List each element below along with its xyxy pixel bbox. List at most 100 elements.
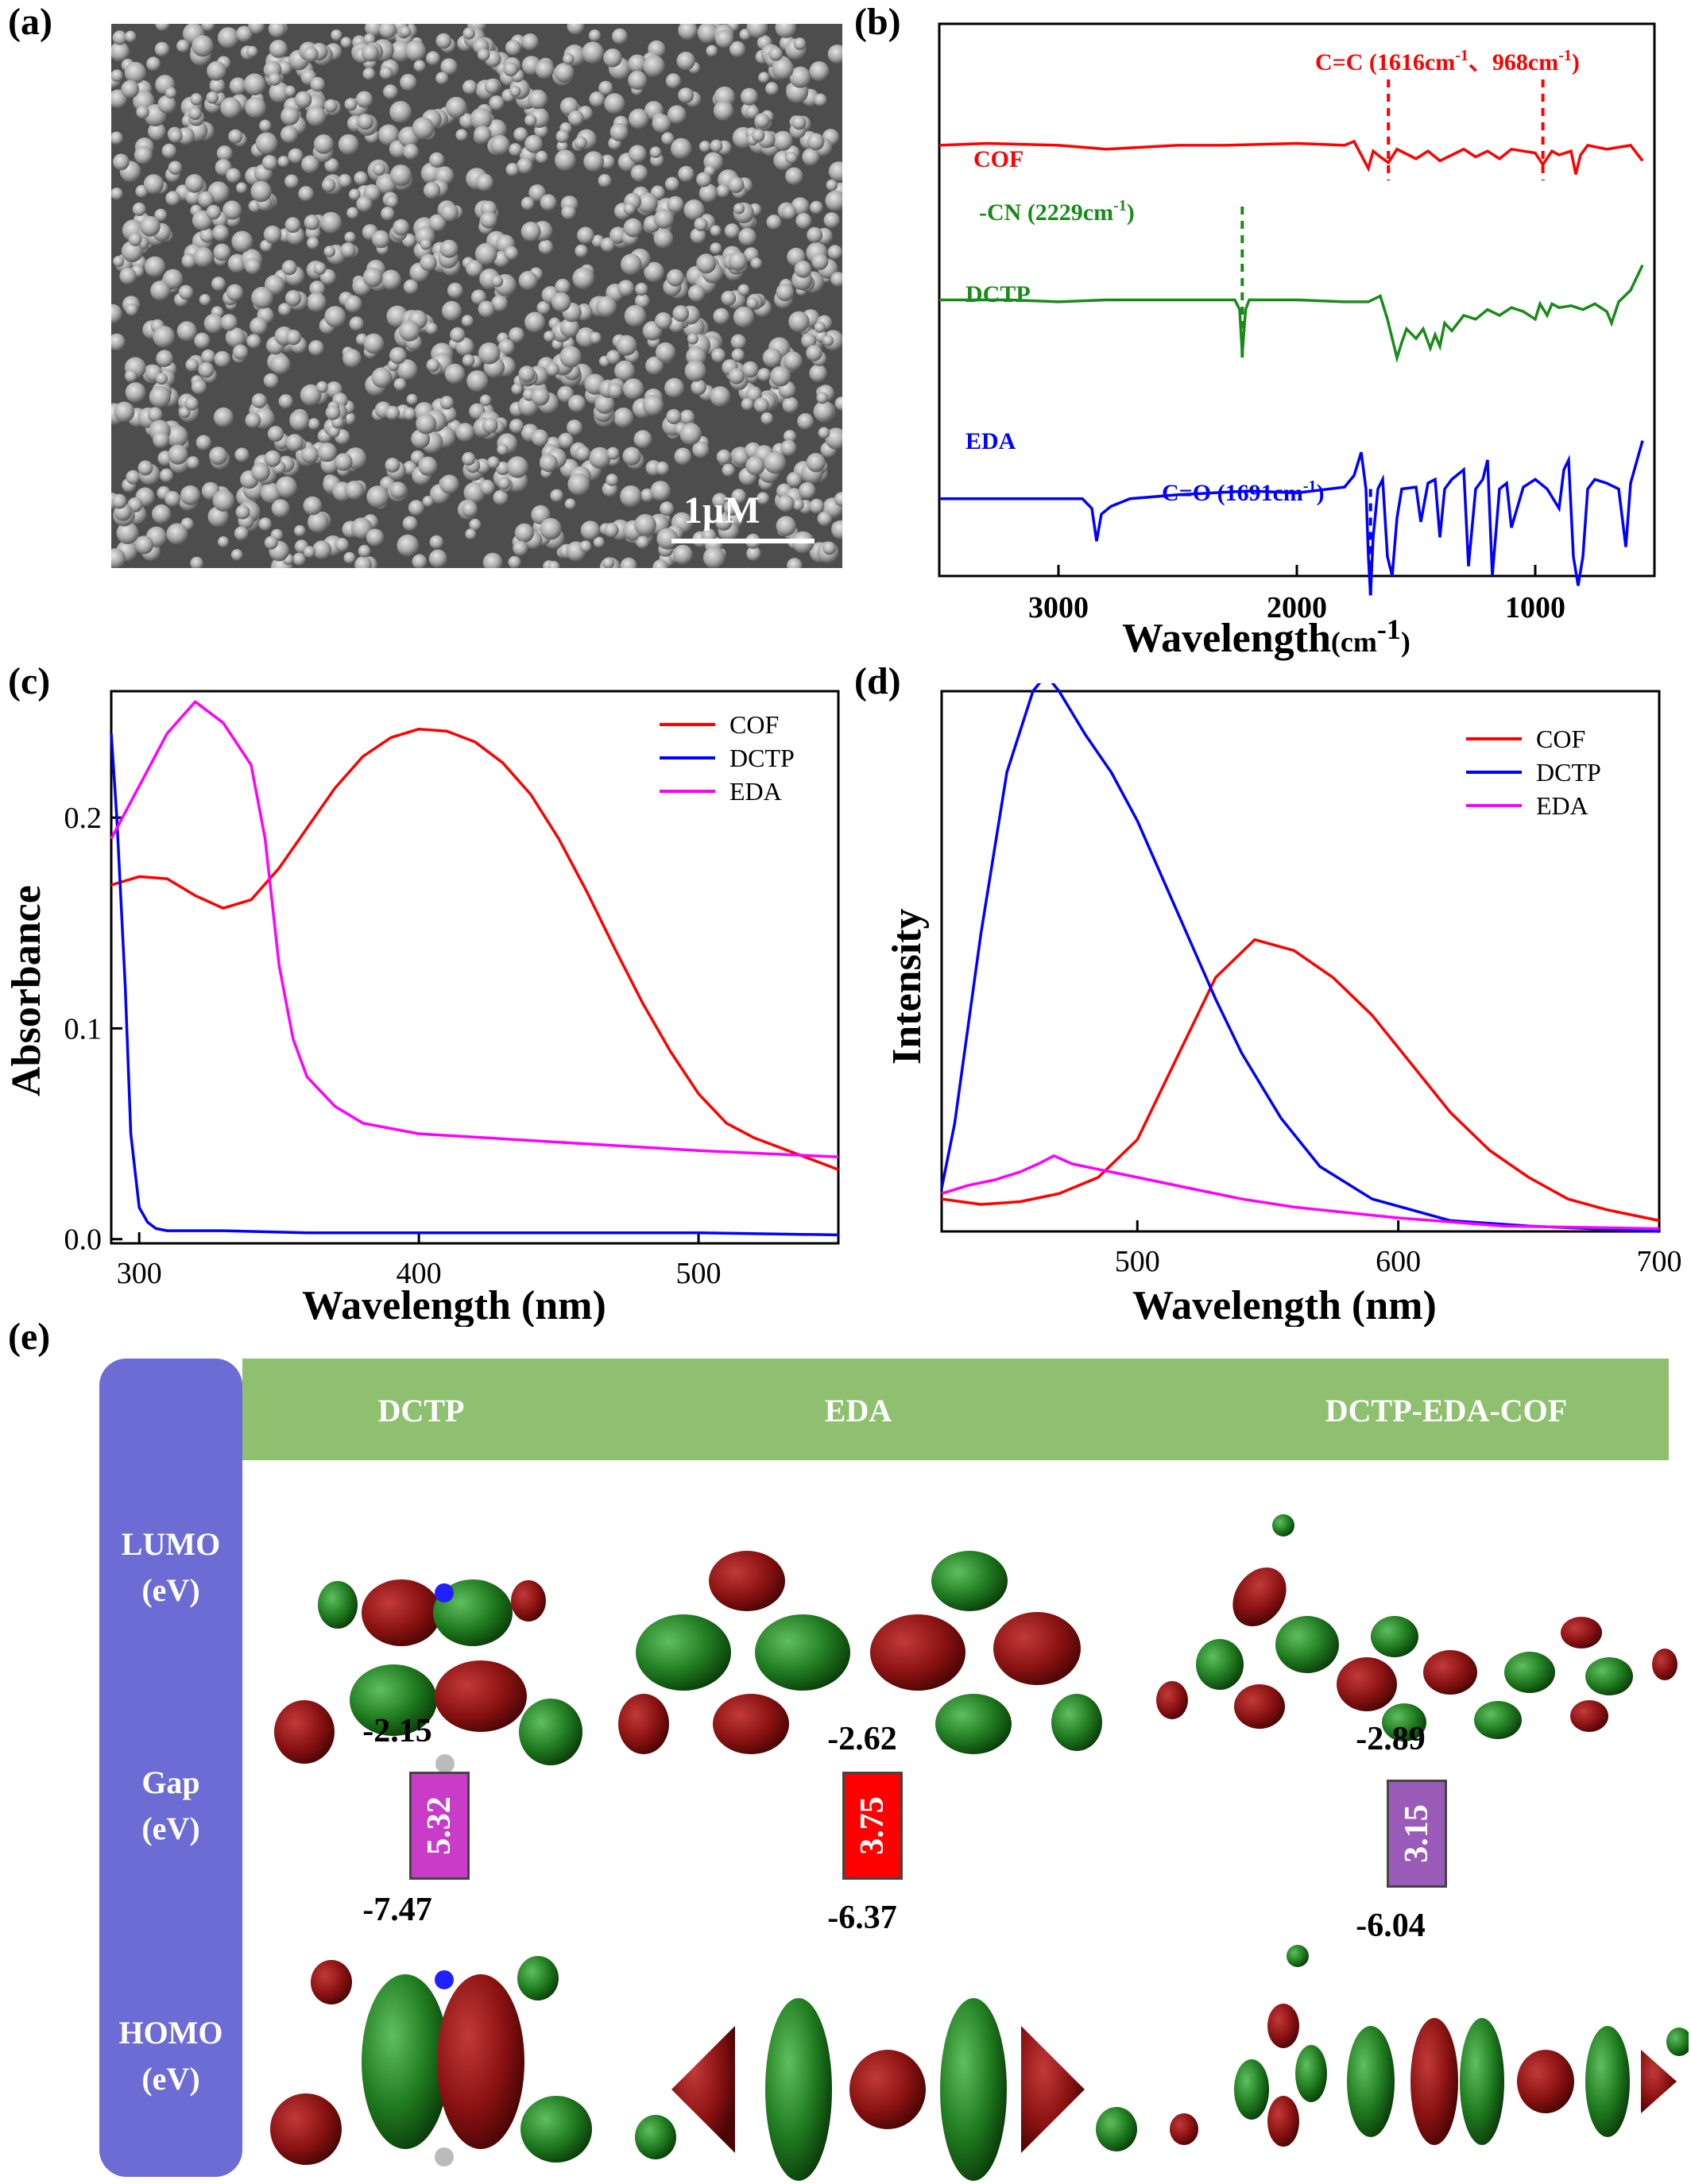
sem-particle xyxy=(600,154,615,169)
sem-particle xyxy=(517,157,533,174)
sem-particle xyxy=(232,344,249,360)
sem-particle xyxy=(199,228,215,243)
sem-particle xyxy=(340,37,352,48)
sem-particle xyxy=(487,456,500,469)
sem-particle xyxy=(536,301,551,315)
sem-particle xyxy=(226,284,244,301)
sem-particle xyxy=(156,350,173,368)
sem-particle xyxy=(558,432,574,449)
sem-particle xyxy=(357,114,373,130)
sem-particle xyxy=(258,517,272,531)
sem-particle xyxy=(493,489,509,505)
sem-particle xyxy=(660,501,675,516)
sem-particle xyxy=(338,133,359,155)
sem-particle xyxy=(676,52,695,71)
sem-particle xyxy=(300,446,319,464)
sem-particle xyxy=(366,528,385,547)
intensity-xlabel: Wavelength (nm) xyxy=(1132,1283,1437,1327)
sem-particle xyxy=(212,224,230,242)
sem-particle xyxy=(528,184,546,202)
sem-particle xyxy=(344,295,362,313)
sem-particle xyxy=(231,230,253,253)
sem-particle xyxy=(809,61,830,82)
sem-particle xyxy=(539,454,558,473)
sem-particle xyxy=(540,194,557,211)
sem-particle xyxy=(518,365,536,383)
sem-particle xyxy=(226,168,242,184)
sem-particle xyxy=(406,393,418,405)
sem-particle xyxy=(154,208,168,222)
ftir-chart: 3000 2000 1000 C=C (1616cm-1、968cm-1) -CN … xyxy=(938,22,1656,661)
intensity-legend-label: COF xyxy=(1536,725,1585,753)
sem-particle xyxy=(624,305,647,327)
sem-particle xyxy=(168,129,183,143)
sem-particle xyxy=(554,63,575,83)
sem-particle xyxy=(491,275,504,288)
sem-particle xyxy=(416,413,437,435)
sem-particle xyxy=(664,377,685,398)
sem-particle xyxy=(140,215,161,237)
sem-particle xyxy=(466,260,483,277)
sem-particle xyxy=(802,148,820,166)
sem-particle xyxy=(678,165,695,183)
sem-particle xyxy=(300,384,322,406)
sem-particle xyxy=(164,491,180,507)
sem-particle xyxy=(776,516,796,536)
sem-particle xyxy=(125,369,137,383)
sem-particle xyxy=(389,164,412,187)
sem-particle xyxy=(356,195,373,212)
sem-particle xyxy=(281,260,297,276)
sem-particle xyxy=(225,327,246,348)
sem-particle xyxy=(303,46,319,62)
sem-particle xyxy=(310,76,325,92)
sem-particle xyxy=(251,462,270,481)
sem-particle xyxy=(420,253,437,272)
sem-particle xyxy=(818,427,830,439)
sem-particle xyxy=(229,77,247,95)
sem-particle xyxy=(429,152,445,168)
sem-particle xyxy=(793,37,807,51)
sem-particle xyxy=(320,211,342,234)
sem-particle xyxy=(667,195,684,213)
sem-particle xyxy=(399,25,412,37)
sem-particle xyxy=(575,446,590,462)
sem-particle xyxy=(783,351,803,371)
sem-particle xyxy=(715,513,733,531)
sem-particle xyxy=(218,536,230,548)
sem-particle xyxy=(753,397,769,413)
sem-particle xyxy=(745,456,765,476)
sem-particle xyxy=(306,292,327,312)
column-header-bar xyxy=(242,1359,1669,1460)
sem-particle xyxy=(567,419,582,436)
sem-particle xyxy=(144,256,166,277)
sem-particle xyxy=(462,501,478,518)
sem-particle xyxy=(813,400,834,423)
sem-particle xyxy=(520,196,535,211)
sem-particle xyxy=(216,145,233,161)
sem-particle xyxy=(440,58,458,75)
absorbance-ytick-label: 0.2 xyxy=(64,802,103,835)
sem-particle xyxy=(413,60,426,72)
sem-particle xyxy=(716,184,730,198)
sem-particle xyxy=(383,84,398,99)
panel-label-d: (d) xyxy=(854,660,901,702)
sem-particle xyxy=(788,311,810,333)
sem-particle xyxy=(358,544,371,558)
eda-lumo-orbital xyxy=(618,1551,1102,1754)
sem-particle xyxy=(440,203,459,222)
sem-particle xyxy=(741,397,754,411)
sem-particle xyxy=(698,184,718,203)
sem-particle xyxy=(250,317,268,335)
sem-particle xyxy=(518,271,538,290)
sem-particle xyxy=(185,358,199,372)
sem-particle xyxy=(465,528,477,540)
sem-particle xyxy=(731,489,746,504)
sem-particle xyxy=(111,548,126,568)
sem-particle xyxy=(284,217,301,234)
intensity-legend-label: DCTP xyxy=(1536,758,1601,787)
sem-particle xyxy=(713,307,729,325)
sem-particle xyxy=(479,394,492,407)
sem-particle xyxy=(751,129,765,142)
sem-particle xyxy=(378,24,397,39)
sem-particle xyxy=(236,182,248,194)
